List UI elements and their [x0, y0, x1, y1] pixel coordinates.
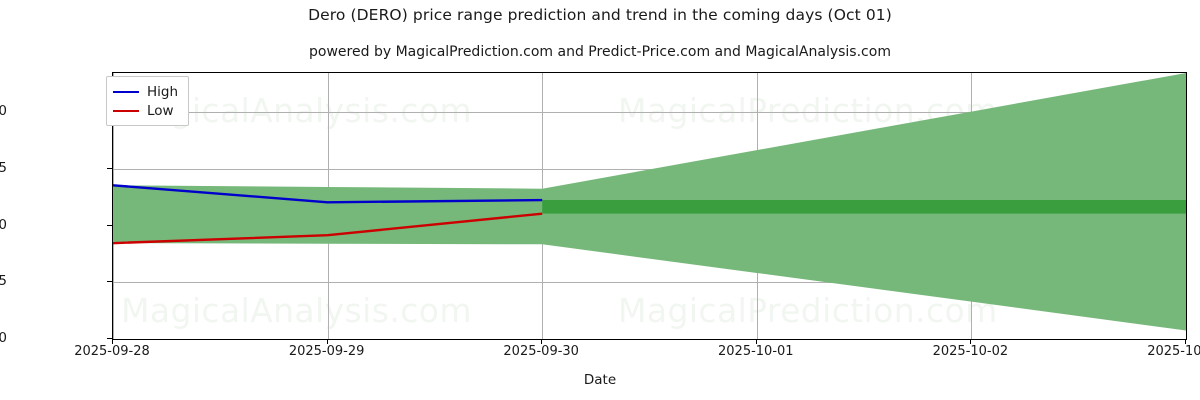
y-axis-tick-label: 0.50	[0, 103, 7, 120]
x-axis-tick-mark	[327, 339, 328, 344]
x-axis-tick-label: 2025-10-01	[718, 344, 794, 359]
x-axis-tick-label: 2025-10-03	[1147, 344, 1200, 359]
gridline-horizontal	[113, 112, 1186, 113]
x-axis-tick-mark	[112, 339, 113, 344]
y-axis-tick-label: 0.40	[0, 216, 7, 233]
legend-item-high: High	[113, 82, 178, 101]
gridline-horizontal	[113, 282, 1186, 283]
plot-area: MagicalAnalysis.com MagicalPrediction.com…	[112, 72, 1187, 340]
y-axis-tick-mark	[107, 225, 112, 226]
y-axis-tick-mark	[107, 338, 112, 339]
legend-item-low: Low	[113, 101, 178, 120]
y-axis-label: Price	[0, 172, 4, 205]
chart-title: Dero (DERO) price range prediction and t…	[308, 6, 892, 24]
legend-label-low: Low	[147, 102, 174, 119]
y-axis-tick-mark	[107, 281, 112, 282]
legend-swatch-low	[113, 109, 139, 112]
x-axis-tick-label: 2025-09-28	[74, 344, 150, 359]
x-axis-tick-mark	[970, 339, 971, 344]
chart-subtitle: powered by MagicalPrediction.com and Pre…	[309, 44, 891, 60]
x-axis-tick-label: 2025-09-29	[288, 344, 365, 359]
plot-inner: MagicalAnalysis.com MagicalPrediction.com…	[113, 73, 1186, 339]
legend-label-high: High	[147, 83, 179, 100]
legend-swatch-high	[113, 90, 139, 93]
y-axis-tick-label: 0.45	[0, 159, 7, 176]
x-axis-tick-mark	[1185, 339, 1186, 344]
x-axis-tick-label: 2025-09-30	[503, 344, 579, 359]
x-axis-tick-label: 2025-10-02	[932, 344, 1009, 359]
series-line-low	[113, 212, 543, 245]
x-axis-tick-mark	[541, 339, 542, 344]
series-svg	[113, 73, 1186, 331]
y-axis-tick-label: 0.30	[0, 330, 7, 346]
y-axis-tick-mark	[107, 168, 112, 169]
y-axis-tick-label: 0.35	[0, 273, 7, 290]
chart-legend[interactable]: High Low	[106, 76, 190, 126]
series-line-high	[113, 184, 543, 204]
prediction-band-inner	[542, 200, 1186, 214]
x-axis-label: Date	[583, 372, 617, 388]
x-axis-tick-mark	[756, 339, 757, 344]
